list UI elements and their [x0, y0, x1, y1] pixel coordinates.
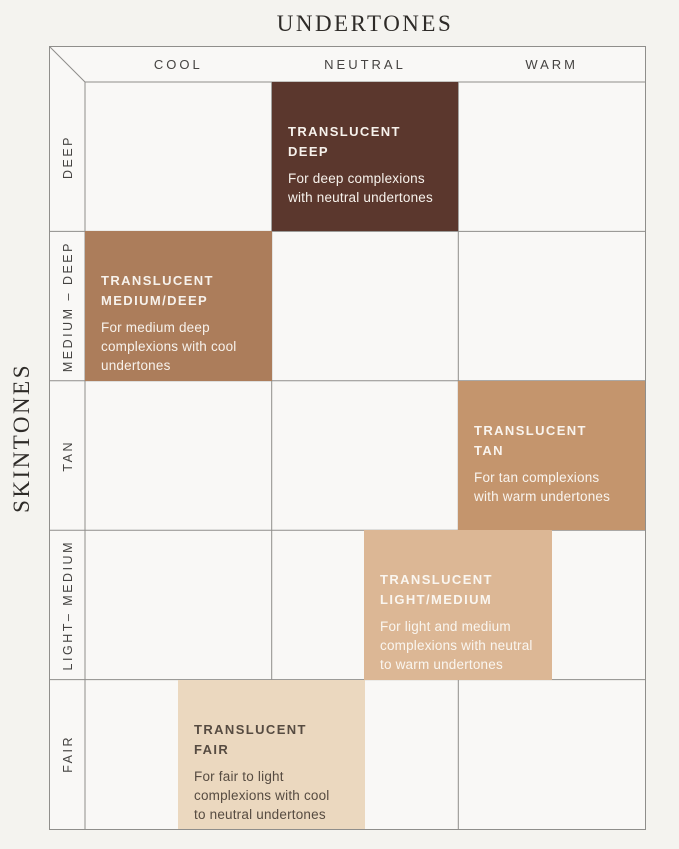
- row-label-fair-text: FAIR: [60, 735, 75, 774]
- row-label-deep-text: DEEP: [60, 134, 75, 179]
- row-label-medium-deep-text: MEDIUM – DEEP: [60, 240, 75, 372]
- undertones-axis-title: UNDERTONES: [276, 11, 454, 36]
- shade-description: For light and medium complexions with ne…: [380, 619, 533, 672]
- column-header-warm: WARM: [525, 57, 579, 72]
- cell-translucent-deep: TRANSLUCENT DEEP For deep complexions wi…: [272, 82, 458, 231]
- cell-translucent-fair: TRANSLUCENT FAIR For fair to light compl…: [178, 680, 365, 829]
- shade-name: TRANSLUCENT DEEP: [288, 124, 401, 159]
- cell-translucent-tan: TRANSLUCENT TAN For tan complexions with…: [458, 381, 645, 530]
- shade-name: TRANSLUCENT LIGHT/MEDIUM: [380, 572, 493, 607]
- column-header-cool: COOL: [153, 57, 203, 72]
- shade-description: For deep complexions with neutral undert…: [288, 171, 433, 205]
- shade-description: For medium deep complexions with cool un…: [101, 320, 237, 373]
- cell-translucent-medium-deep: TRANSLUCENT MEDIUM/DEEP For medium deep …: [85, 231, 272, 381]
- row-label-tan: TAN: [50, 381, 85, 530]
- shade-description: For tan complexions with warm undertones: [474, 470, 611, 504]
- shade-name: TRANSLUCENT MEDIUM/DEEP: [101, 273, 214, 308]
- shade-description: For fair to light complexions with cool …: [194, 769, 330, 822]
- row-label-light-medium-text: LIGHT– MEDIUM: [60, 539, 75, 671]
- row-label-tan-text: TAN: [60, 439, 75, 472]
- row-label-medium-deep: MEDIUM – DEEP: [50, 231, 85, 380]
- row-label-deep: DEEP: [50, 82, 85, 231]
- column-header-neutral: NEUTRAL: [324, 57, 406, 72]
- shade-name: TRANSLUCENT TAN: [474, 423, 587, 458]
- skintones-axis-title-wrap: SKINTONES: [0, 47, 44, 829]
- row-label-light-medium: LIGHT– MEDIUM: [50, 530, 85, 679]
- row-labels: DEEP MEDIUM – DEEP TAN LIGHT– MEDIUM FAI…: [50, 82, 85, 829]
- row-label-fair: FAIR: [50, 680, 85, 829]
- shade-name: TRANSLUCENT FAIR: [194, 722, 307, 757]
- skintones-axis-title: SKINTONES: [9, 363, 34, 513]
- cell-translucent-light-medium: TRANSLUCENT LIGHT/MEDIUM For light and m…: [364, 530, 552, 680]
- column-headers: COOL NEUTRAL WARM: [85, 47, 645, 82]
- matrix-grid: COOL NEUTRAL WARM DEEP MEDIUM – DEEP TAN…: [49, 46, 646, 830]
